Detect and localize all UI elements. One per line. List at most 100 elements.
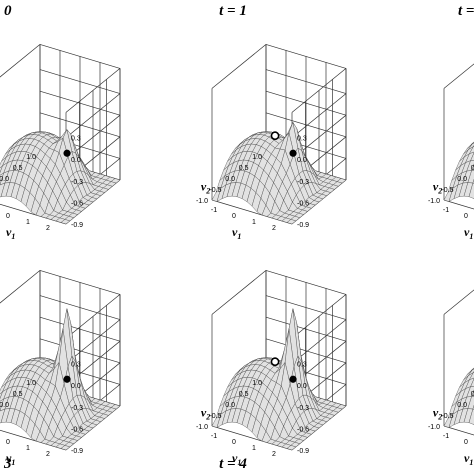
surface-cell (471, 389, 474, 397)
v2-tick-label: 0.0 (0, 402, 9, 409)
grid-line (291, 68, 347, 113)
surface-mesh (211, 308, 347, 451)
v1-axis-subscript: 1 (469, 232, 473, 241)
z-tick-label: -0.3 (297, 405, 309, 412)
v2-tick-label: 0.5 (239, 165, 249, 172)
v2-tick-label: 1.0 (26, 154, 36, 161)
panel-bottom-center: 0.3 0.0 -0.3 -0.6 -0.9 -1 0 1 2 1.00.5 0.0 -0.5-1.0… (196, 270, 347, 472)
v1-axis-subscript: 1 (11, 232, 15, 241)
z-tick-label: -0.9 (71, 448, 83, 455)
v1-tick-label: 1 (26, 445, 30, 452)
v2-tick-label: 0.5 (13, 391, 23, 398)
optimum-marker-open (270, 357, 280, 367)
v1-axis-label: v1 (232, 451, 241, 467)
grid-line (39, 44, 121, 69)
v1-tick-label: 0 (464, 439, 468, 446)
v2-tick-label: 1.0 (26, 380, 36, 387)
z-tick-label: -0.9 (71, 222, 83, 229)
z-tick-label: -0.3 (297, 179, 309, 186)
v1-tick-label: -1 (443, 433, 449, 440)
current-point-marker (289, 375, 297, 383)
v1-axis-label: v1 (464, 451, 473, 467)
z-tick-label: -0.9 (297, 448, 309, 455)
grid-line (291, 93, 347, 138)
v1-axis-subscript: 1 (469, 458, 473, 467)
v2-tick-label: -0.5 (441, 187, 453, 194)
surface-cell (471, 163, 474, 171)
v2-tick-label: 0.0 (0, 176, 9, 183)
grid-line (65, 294, 121, 339)
grid-line (265, 270, 347, 295)
current-point-marker (63, 149, 71, 157)
v2-axis-label: v2 (201, 180, 210, 196)
panel-bottom-left: 0.30.0-0.3-0.6-0.9-10121.00.50.0-0.5-1.0… (0, 270, 121, 472)
v2-tick-label: 0.5 (471, 391, 474, 398)
v1-tick-label: -1 (443, 207, 449, 214)
v2-tick-label: 0.5 (239, 391, 249, 398)
v2-tick-label: 1.0 (252, 380, 262, 387)
v2-tick-label: -1.0 (428, 198, 440, 205)
surface-cell (60, 219, 71, 225)
v2-axis-subscript: 2 (205, 413, 210, 422)
v2-tick-label: -0.5 (209, 187, 221, 194)
z-tick-label: -0.6 (297, 426, 309, 433)
z-tick-label: -0.6 (71, 426, 83, 433)
v2-tick-label: 0.5 (13, 165, 23, 172)
panel-title: t = 4 (219, 456, 247, 472)
surface-mesh (0, 129, 121, 225)
v2-axis-label: v2 (201, 406, 210, 422)
surface-cell (468, 408, 474, 425)
z-tick-label: 0.0 (297, 157, 307, 164)
v1-tick-label: 2 (46, 451, 50, 458)
v2-tick-label: 0.0 (225, 176, 235, 183)
v2-tick-label: 0.0 (225, 402, 235, 409)
current-point-marker (289, 149, 297, 157)
z-tick-label: -0.9 (297, 222, 309, 229)
z-tick-label: 0.0 (71, 383, 81, 390)
v1-tick-label: 0 (6, 213, 10, 220)
optimum-marker-open (270, 131, 280, 141)
z-tick-label: -0.3 (71, 179, 83, 186)
grid-line (265, 44, 347, 69)
z-tick-label: 0.0 (71, 157, 81, 164)
surface-mesh (443, 141, 474, 202)
surface-cell (286, 445, 297, 451)
v2-tick-label: -1.0 (428, 424, 440, 431)
current-point-marker (63, 375, 71, 383)
grid-line (0, 44, 41, 78)
z-tick-label: 0.3 (297, 136, 307, 143)
v2-axis-subscript: 2 (437, 187, 442, 196)
panel-top-center: 0.3 0.0 -0.3 -0.6 -0.9 -1 0 1 2 1.00.5 0.0 -0.5-1.0… (196, 3, 347, 241)
grid-line (291, 294, 347, 339)
v1-axis-label: v1 (6, 451, 15, 467)
v1-tick-label: -1 (211, 207, 217, 214)
surface-cell (286, 219, 297, 225)
v1-tick-label: 2 (272, 225, 276, 232)
v1-axis-subscript: 1 (237, 458, 241, 467)
v2-axis-label: v2 (433, 406, 442, 422)
z-tick-label: 0.3 (297, 362, 307, 369)
v1-tick-label: 1 (26, 219, 30, 226)
v1-tick-label: 1 (252, 445, 256, 452)
v1-tick-label: 0 (6, 439, 10, 446)
v1-tick-label: 2 (272, 451, 276, 458)
v1-axis-label: v1 (232, 225, 241, 241)
v1-tick-label: 0 (464, 213, 468, 220)
v1-tick-label: 0 (232, 439, 236, 446)
panel-top-left: 0.30.0-0.3-0.6-0.9-10121.00.50.0-0.5-1.0… (0, 3, 121, 241)
v2-tick-label: 1.0 (252, 154, 262, 161)
z-tick-label: 0.0 (297, 383, 307, 390)
z-tick-label: -0.6 (297, 200, 309, 207)
surface-mesh (0, 308, 121, 451)
grid-line (211, 44, 267, 89)
v2-tick-label: 0.0 (457, 402, 467, 409)
v1-tick-label: 1 (252, 219, 256, 226)
panel-title: t = 1 (219, 3, 247, 19)
v2-tick-label: 0.0 (457, 176, 467, 183)
grid-line (443, 289, 474, 315)
grid-line (0, 270, 41, 304)
axis-line (443, 199, 474, 210)
z-tick-label: -0.6 (71, 200, 83, 207)
v2-tick-label: -1.0 (196, 424, 208, 431)
